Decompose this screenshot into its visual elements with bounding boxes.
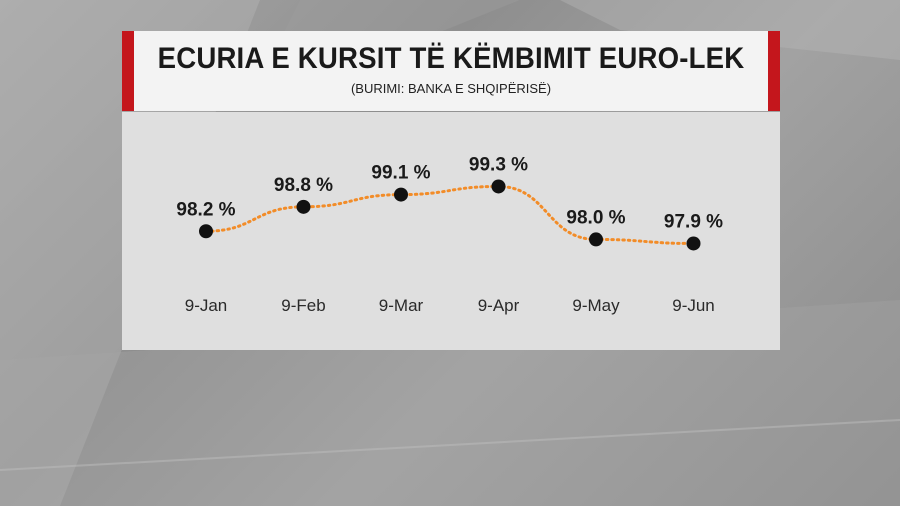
chart-subtitle: (BURIMI: BANKA E SHQIPËRISË) (350, 81, 552, 96)
data-label: 97.9 % (664, 211, 723, 232)
data-point (589, 232, 603, 247)
data-point (686, 236, 701, 251)
data-label: 99.1 % (371, 163, 430, 184)
data-label: 98.0 % (566, 207, 625, 228)
title-banner: ECURIA E KURSIT TË KËMBIMIT EURO-LEK (BU… (122, 31, 780, 111)
data-label: 98.2 % (176, 199, 235, 220)
data-label: 99.3 % (469, 154, 528, 175)
data-point (491, 179, 506, 194)
data-label: 98.8 % (274, 175, 333, 196)
line-chart: 98.2 % 9-Jan 98.8 % 9-Feb 99.1 % 9-Mar 99.3 % 9… (176, 154, 723, 315)
x-tick-label: 9-Jun (672, 296, 715, 315)
x-tick-label: 9-Jan (185, 296, 228, 315)
data-point (394, 187, 408, 202)
data-point (199, 224, 213, 239)
left-accent-bar (122, 31, 134, 111)
x-tick-label: 9-Apr (478, 296, 520, 315)
x-tick-label: 9-Feb (281, 296, 325, 315)
chart-panel: 98.2 % 9-Jan 98.8 % 9-Feb 99.1 % 9-Mar 99.3 % 9… (122, 112, 780, 350)
x-tick-label: 9-Mar (379, 296, 424, 315)
chart-title: ECURIA E KURSIT TË KËMBIMIT EURO-LEK (157, 42, 745, 75)
x-tick-label: 9-May (572, 296, 620, 315)
right-accent-bar (768, 31, 780, 111)
series-line (204, 184, 695, 245)
data-point (296, 199, 311, 214)
